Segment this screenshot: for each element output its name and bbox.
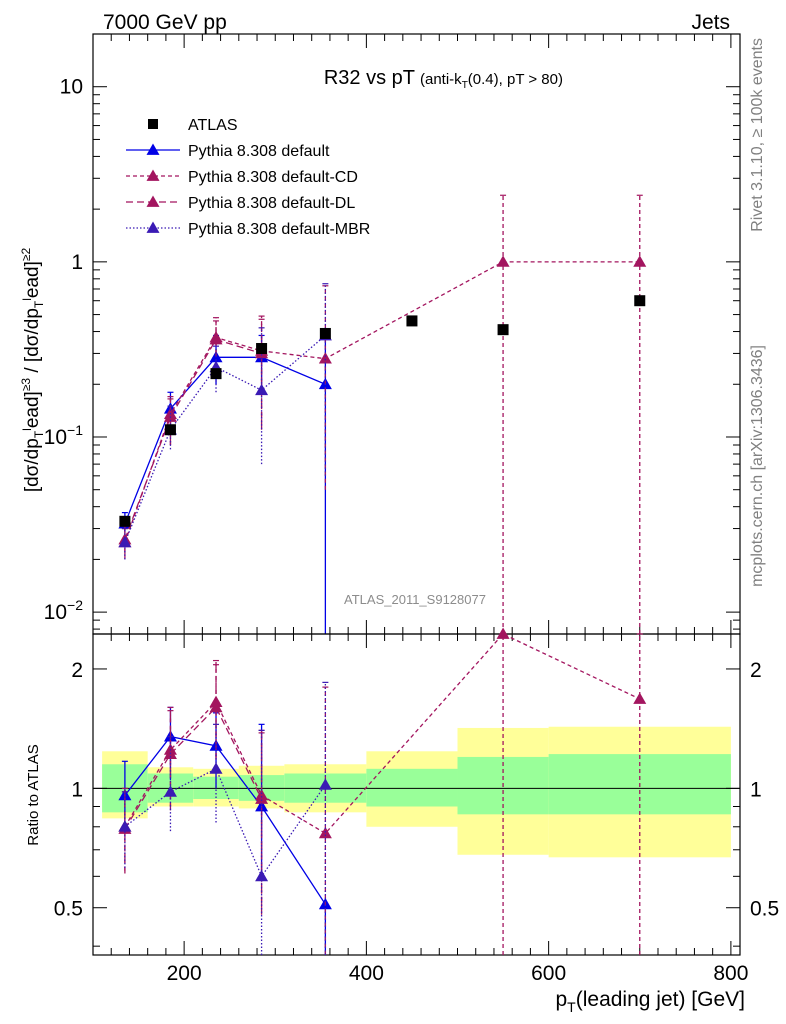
ratio-line: [124, 735, 326, 905]
atlas-data-point: [210, 368, 222, 380]
legend-label: Pythia 8.308 default-CD: [188, 169, 358, 186]
chart-title: R32 vs pT: [324, 67, 415, 89]
ylab-0: [dσ/dp: [22, 438, 43, 492]
legend-label: Pythia 8.308 default-DL: [188, 195, 355, 212]
chart-title-sub-T: T: [462, 80, 468, 91]
ratio-point: [163, 785, 177, 797]
tick-mantissa: 1: [71, 251, 83, 274]
ylab-3: ead]: [22, 391, 43, 428]
legend-label: Pythia 8.308 default: [188, 143, 330, 160]
mc-line: [124, 261, 640, 543]
ratio-point: [255, 799, 269, 812]
tick-mantissa: 10: [44, 601, 67, 624]
ratio-frame: [92, 633, 741, 956]
ratio-point: [209, 762, 223, 774]
main-ytick-label: 1: [71, 251, 83, 274]
mc-point: [496, 255, 510, 267]
ylab-5: / [dσ/dp: [22, 308, 43, 378]
ylab-6: T: [32, 300, 46, 308]
x-tick-label: 200: [167, 962, 202, 985]
mc-point: [318, 352, 332, 364]
ylab-7: l: [20, 298, 34, 301]
ylab-2: l: [20, 428, 34, 431]
y-axis-label: [dσ/dpTlead]≥3 / [dσ/dpTlead]≥2: [19, 248, 46, 493]
ratio-ytick-label-left: 1: [71, 778, 83, 801]
ylab-4: ≥3: [19, 378, 33, 392]
ratio-line: [124, 706, 263, 830]
atlas-data-point: [256, 343, 268, 355]
chart-title-sub-a: (anti-k: [420, 71, 462, 88]
ratio-point: [255, 869, 269, 882]
ratio-ytick-label-left: 0.5: [54, 898, 83, 921]
mc-point: [255, 383, 269, 396]
ratio-axis-label: Ratio to ATLAS: [25, 744, 42, 845]
mc-point: [633, 255, 647, 267]
mcplots-label: mcplots.cern.ch [arXiv:1306.3436]: [749, 345, 766, 587]
ylab-1: T: [32, 430, 46, 438]
main-ytick-label: 10: [60, 76, 83, 99]
ratio-point: [209, 700, 223, 713]
x-axis-label-rest: (leading jet) [GeV]: [576, 988, 745, 1011]
ratio-ytick-label-right: 2: [750, 659, 762, 682]
ratio-ytick-label-right: 0.5: [750, 898, 779, 921]
ratio-point: [318, 826, 332, 839]
mc-line: [124, 356, 326, 524]
ylab-8: ead]: [22, 261, 43, 298]
chart-title-sub-rest: (0.4), pT > 80): [468, 71, 563, 88]
atlas-data-point: [164, 424, 176, 436]
ratio-point: [118, 820, 132, 832]
main-ytick-label: 10−2: [44, 597, 84, 624]
legend-marker: [146, 169, 160, 181]
mc-point: [163, 410, 177, 422]
legend-label: Pythia 8.308 default-MBR: [188, 221, 370, 238]
atlas-data-point: [406, 315, 418, 327]
analysis-id: ATLAS_2011_S9128077: [344, 592, 486, 607]
x-axis-label-p: p: [555, 988, 567, 1011]
ratio-point: [496, 627, 510, 639]
ratio-panel: 0.5 0.5 1 1 2 2 200 400 600 800: [54, 627, 779, 985]
ratio-point: [255, 792, 269, 804]
legend-marker: [148, 119, 158, 129]
atlas-data-point: [497, 324, 509, 336]
ylab-9: ≥2: [19, 248, 33, 262]
legend-marker: [146, 195, 160, 207]
mc-point: [209, 333, 223, 345]
legend-marker: [146, 143, 160, 155]
rivet-label: Rivet 3.1.10, ≥ 100k events: [749, 38, 766, 232]
header-left: 7000 GeV pp: [103, 11, 227, 34]
tick-mantissa: 10: [60, 76, 83, 99]
tick-mantissa: 10: [44, 426, 67, 449]
legend-label: ATLAS: [188, 117, 238, 134]
atlas-data-point: [319, 327, 331, 339]
legend-marker: [146, 221, 160, 233]
mc-line: [124, 334, 326, 543]
ratio-ytick-label-right: 1: [750, 778, 762, 801]
x-tick-label: 600: [531, 962, 566, 985]
tick-exponent: −2: [67, 597, 83, 613]
tick-exponent: −1: [67, 422, 83, 438]
main-ytick-label: 10−1: [44, 422, 84, 449]
mc-point: [118, 535, 132, 548]
atlas-data-point: [634, 295, 646, 307]
atlas-data-point: [119, 515, 131, 527]
ratio-ytick-label-left: 2: [71, 659, 83, 682]
legend: ATLAS Pythia 8.308 default Pythia 8.308 de…: [126, 117, 370, 238]
x-tick-label: 800: [713, 962, 748, 985]
x-axis-label: pT(leading jet) [GeV]: [555, 988, 745, 1015]
ratio-point: [318, 778, 332, 790]
x-tick-label: 400: [349, 962, 384, 985]
header-right: Jets: [691, 11, 730, 34]
x-axis-label-sub: T: [567, 999, 576, 1015]
ratio-band-inner: [366, 768, 458, 807]
mc-line: [124, 338, 262, 540]
chart-title-sub: (anti-kT(0.4), pT > 80): [420, 71, 563, 91]
ratio-point: [633, 692, 647, 704]
